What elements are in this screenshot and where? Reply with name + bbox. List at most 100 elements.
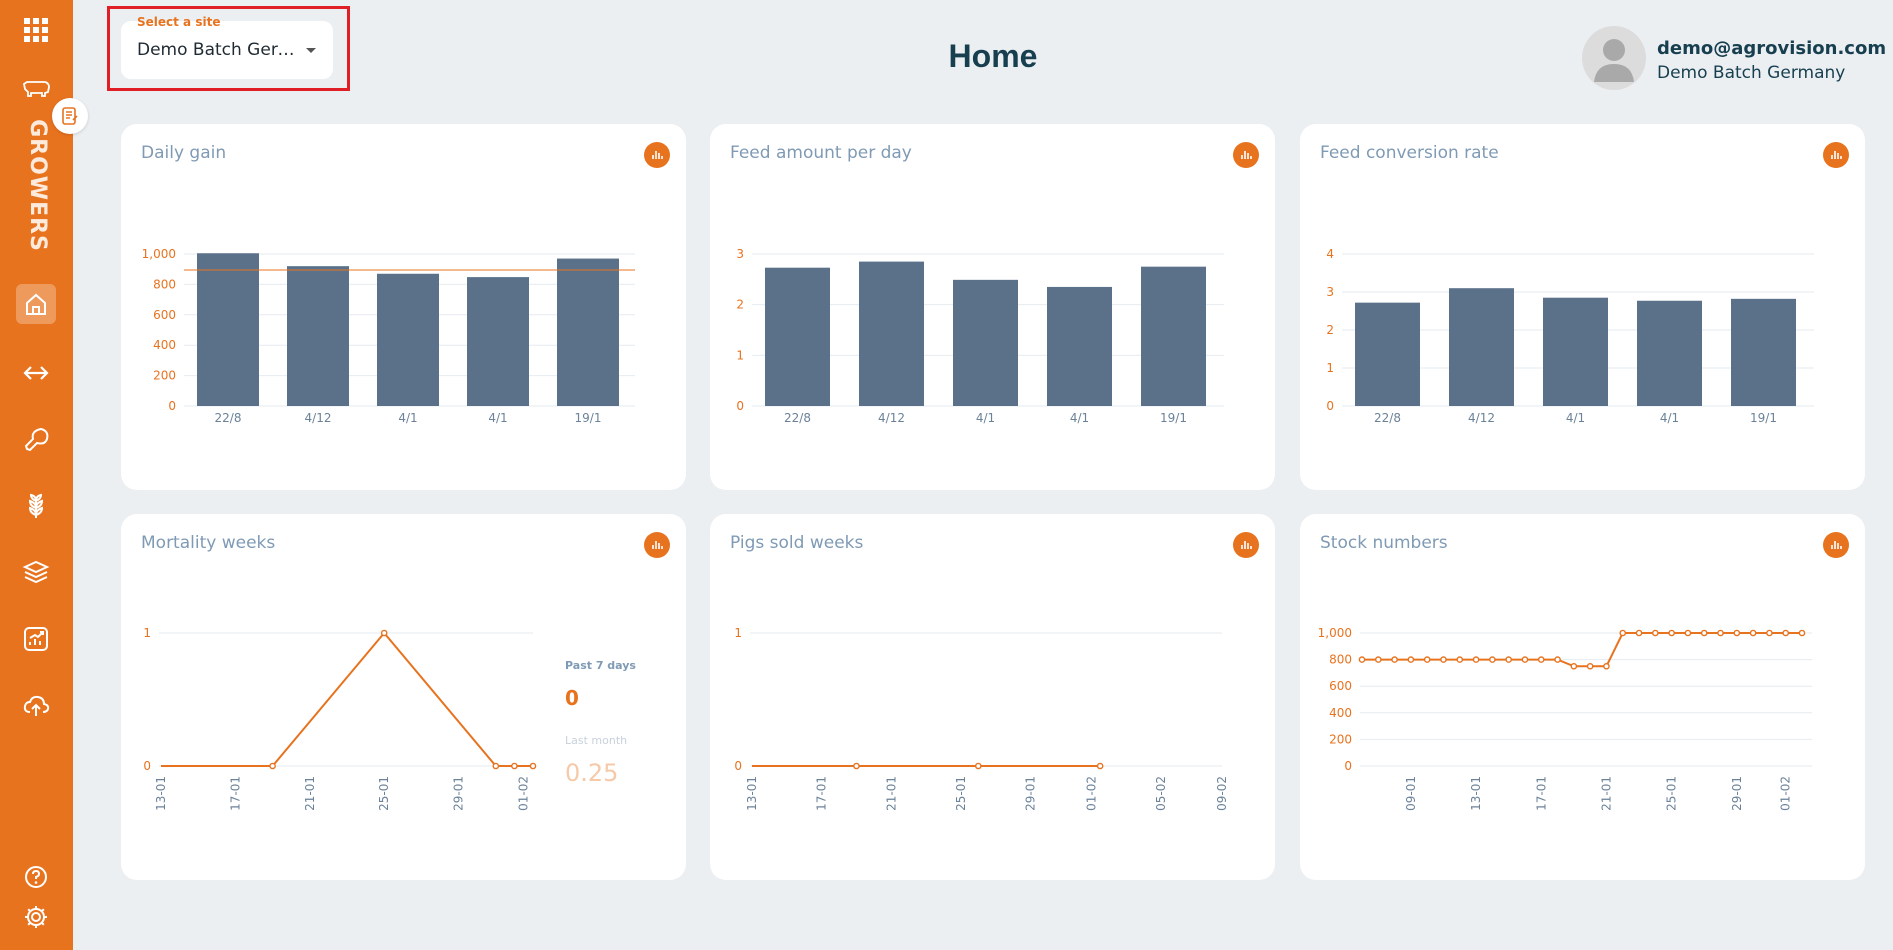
growers-section-label: GROWERS bbox=[24, 118, 50, 252]
data-point bbox=[1472, 656, 1480, 663]
x-tick-label: 01-02 bbox=[1084, 776, 1098, 811]
data-point bbox=[1619, 629, 1627, 637]
chart-icon[interactable] bbox=[16, 619, 56, 659]
x-tick-label: 01-02 bbox=[517, 776, 531, 811]
y-tick-label: 2 bbox=[1326, 323, 1334, 337]
page-title: Home bbox=[948, 38, 1038, 74]
bar-chart-icon bbox=[1831, 541, 1842, 549]
meat-icon[interactable] bbox=[16, 420, 56, 460]
card-feed-conversion: Feed conversion rate 0 1 2 3 4 22/8 4/12 4/1 4/1… bbox=[1300, 124, 1865, 490]
bar bbox=[953, 279, 1018, 406]
site-selector[interactable]: Demo Batch Germ... bbox=[121, 21, 333, 79]
x-tick-label: 4/12 bbox=[1468, 411, 1495, 425]
user-icon bbox=[1594, 39, 1634, 82]
data-point bbox=[269, 762, 276, 770]
y-tick-label: 0 bbox=[1326, 399, 1334, 413]
data-point bbox=[1391, 656, 1398, 663]
chart-options-button[interactable] bbox=[1233, 142, 1259, 168]
data-point bbox=[1374, 656, 1382, 663]
data-point bbox=[1603, 662, 1610, 670]
data-point bbox=[1749, 629, 1757, 637]
y-tick-label: 4 bbox=[1326, 247, 1334, 261]
stock-chart: 0 200 400 600 800 1,000 09-01 13-01 17-01 21-01 25… bbox=[1318, 626, 1812, 811]
y-tick-label: 0 bbox=[168, 399, 176, 413]
data-point bbox=[1489, 656, 1496, 663]
past-7-days-value: 0 bbox=[565, 686, 579, 710]
site-selector-label: Select a site bbox=[137, 15, 221, 29]
card-title: Mortality weeks bbox=[141, 533, 276, 553]
data-point bbox=[1521, 656, 1529, 663]
notes-icon[interactable] bbox=[52, 98, 88, 134]
chart-options-button[interactable] bbox=[644, 142, 670, 168]
bar-chart-icon bbox=[1241, 151, 1252, 159]
bar bbox=[765, 267, 830, 406]
x-tick-label: 25-01 bbox=[1665, 776, 1679, 811]
layers-icon[interactable] bbox=[16, 552, 56, 592]
y-tick-label: 0 bbox=[736, 399, 744, 413]
y-tick-label: 0 bbox=[1344, 759, 1352, 773]
data-point bbox=[380, 629, 388, 637]
mortality-chart: 0 1 13-01 17-01 21-01 25-01 29-01 01-02 bbox=[143, 626, 537, 811]
card-daily-gain: Daily gain 0 200 400 600 800 1,000 22/8 4/12 4/1… bbox=[121, 124, 686, 490]
home-icon[interactable] bbox=[16, 284, 56, 324]
data-point bbox=[1717, 629, 1724, 637]
data-point bbox=[1407, 656, 1415, 663]
x-tick-label: 4/1 bbox=[976, 411, 995, 425]
bar bbox=[557, 258, 619, 406]
data-point bbox=[1456, 656, 1464, 663]
bar-chart-icon bbox=[1241, 541, 1252, 549]
chart-options-button[interactable] bbox=[1823, 142, 1849, 168]
settings-icon[interactable] bbox=[16, 897, 56, 937]
data-point bbox=[1570, 662, 1578, 670]
grain-icon[interactable] bbox=[16, 486, 56, 526]
y-tick-label: 3 bbox=[736, 247, 744, 261]
feed-amount-chart: 0 1 2 3 22/8 4/12 4/1 4/1 19/1 bbox=[736, 247, 1224, 425]
card-title: Feed amount per day bbox=[730, 143, 912, 163]
chart-options-button[interactable] bbox=[1233, 532, 1259, 558]
x-tick-label: 4/12 bbox=[878, 411, 905, 425]
data-point bbox=[511, 762, 518, 770]
help-icon[interactable] bbox=[16, 857, 56, 897]
y-tick-label: 600 bbox=[153, 308, 176, 322]
card-stock-numbers: Stock numbers 0 200 400 600 800 1,000 09-01 13-… bbox=[1300, 514, 1865, 880]
bar-chart-icon bbox=[652, 151, 663, 159]
apps-icon[interactable] bbox=[16, 10, 56, 50]
transfer-icon[interactable] bbox=[16, 353, 56, 393]
x-tick-label: 29-01 bbox=[452, 776, 466, 811]
series-line bbox=[1362, 632, 1802, 668]
x-tick-label: 01-02 bbox=[1779, 776, 1793, 811]
x-tick-label: 4/12 bbox=[305, 411, 332, 425]
x-tick-label: 21-01 bbox=[1599, 776, 1613, 811]
pig-icon[interactable] bbox=[16, 68, 56, 108]
y-tick-label: 2 bbox=[736, 298, 744, 312]
x-tick-label: 17-01 bbox=[228, 776, 242, 811]
last-month-label: Last month bbox=[565, 734, 628, 747]
y-tick-label: 200 bbox=[153, 369, 176, 383]
sidebar: GROWERS bbox=[0, 0, 73, 950]
y-tick-label: 1 bbox=[1326, 361, 1334, 375]
x-tick-label: 21-01 bbox=[303, 776, 317, 811]
past-7-days-label: Past 7 days bbox=[565, 659, 636, 672]
data-point bbox=[1766, 629, 1773, 637]
x-tick-label: 19/1 bbox=[1160, 411, 1187, 425]
bar bbox=[1637, 300, 1702, 406]
x-tick-label: 21-01 bbox=[884, 776, 898, 811]
x-tick-label: 19/1 bbox=[1750, 411, 1777, 425]
fcr-chart: 0 1 2 3 4 22/8 4/12 4/1 4/1 19/1 bbox=[1326, 247, 1814, 425]
card-feed-amount: Feed amount per day 0 1 2 3 22/8 4/12 4/1 4/1 19… bbox=[710, 124, 1275, 490]
avatar[interactable] bbox=[1582, 26, 1646, 90]
upload-icon[interactable] bbox=[16, 686, 56, 726]
x-tick-label: 09-01 bbox=[1404, 776, 1418, 811]
bar bbox=[1355, 302, 1420, 406]
chart-options-button[interactable] bbox=[644, 532, 670, 558]
data-point bbox=[1586, 662, 1594, 670]
data-point bbox=[1798, 629, 1806, 637]
x-tick-label: 29-01 bbox=[1730, 776, 1744, 811]
data-point bbox=[1700, 629, 1708, 637]
y-tick-label: 200 bbox=[1329, 732, 1352, 746]
bar bbox=[1047, 286, 1112, 406]
chevron-down-icon bbox=[306, 48, 316, 53]
bar-chart-icon bbox=[1831, 151, 1842, 159]
x-tick-label: 4/1 bbox=[1660, 411, 1679, 425]
chart-options-button[interactable] bbox=[1823, 532, 1849, 558]
